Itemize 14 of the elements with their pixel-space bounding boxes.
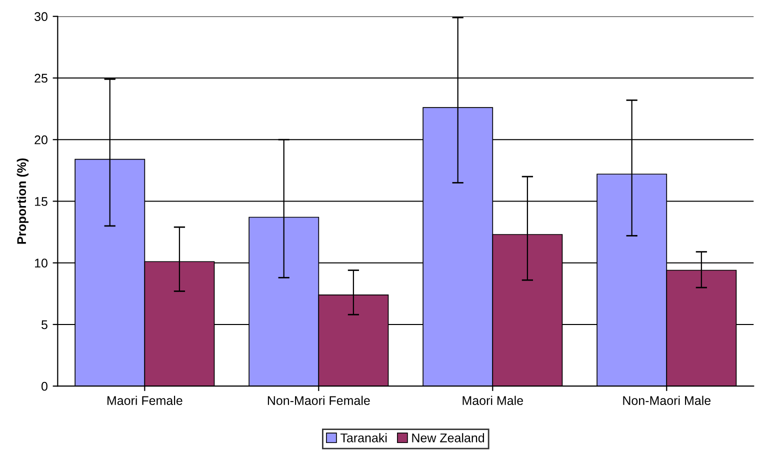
legend-label: New Zealand <box>412 433 484 442</box>
y-tick-label: 0 <box>41 382 48 391</box>
y-tick-label: 10 <box>35 258 48 268</box>
y-tick-label: 25 <box>34 74 48 83</box>
y-tick-label: 20 <box>34 135 48 144</box>
legend-label: Taranaki <box>340 433 387 442</box>
x-tick-label: Non-Maori Female <box>268 396 370 406</box>
y-tick-label: 30 <box>34 12 48 22</box>
x-tick-label: Non-Maori Male <box>623 396 711 406</box>
x-tick-label: Maori Female <box>107 396 182 406</box>
x-tick-label: Maori Male <box>462 396 523 406</box>
y-tick-label: 15 <box>35 197 48 206</box>
y-tick-label: 5 <box>42 320 48 330</box>
y-axis-title: Proportion (%) <box>16 158 28 244</box>
